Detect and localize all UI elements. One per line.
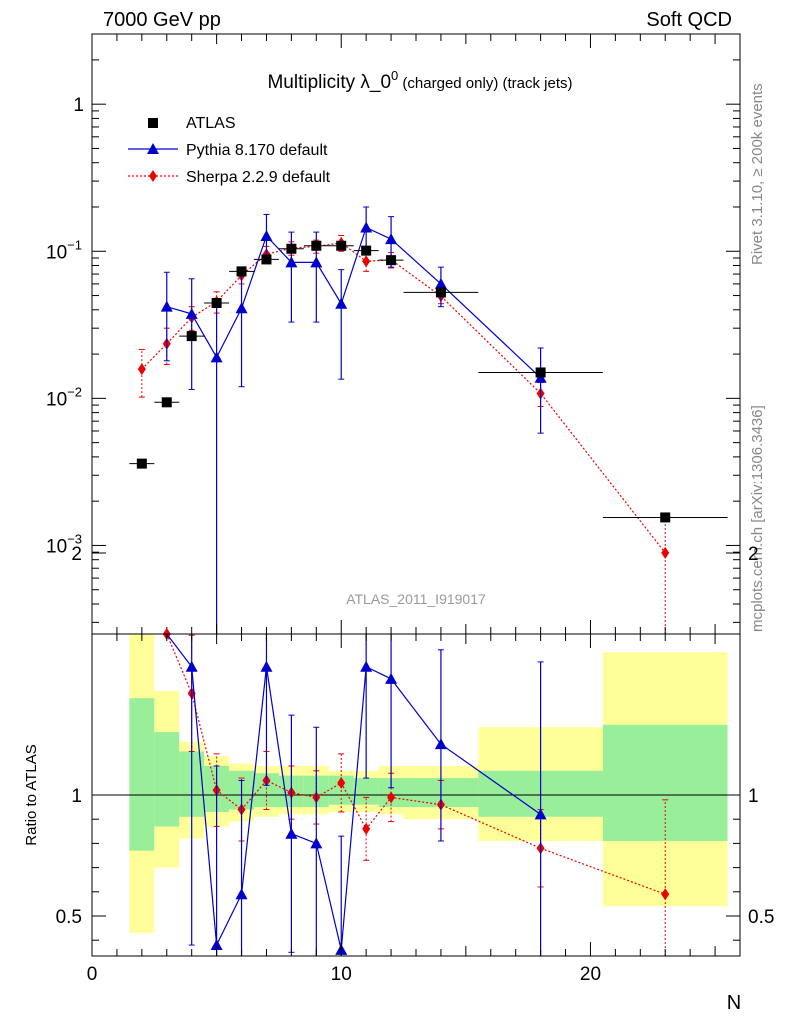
atlas-point (336, 240, 347, 251)
atlas-point (211, 297, 222, 308)
mcplots-label: mcplots.cern.ch [arXiv:1306.3436] (749, 405, 766, 632)
ratio-pythia-point (534, 808, 547, 820)
pythia-point (385, 233, 398, 245)
ratio-y-tick-label: 2 (71, 544, 82, 565)
ratio-sherpa-point (661, 888, 670, 901)
ratio-panel: 0.5 0.51 12 20 10 20 Ratio to ATLAS N (23, 544, 774, 1014)
pythia-point (235, 302, 248, 314)
energy-label: 7000 GeV pp (103, 9, 221, 31)
ratio-y-tick-label-right: 1 (748, 786, 759, 807)
legend-sherpa-label: Sherpa 2.2.9 default (186, 169, 331, 186)
atlas-point (186, 331, 197, 342)
ratio-pythia-point (360, 660, 373, 672)
pythia-point (160, 300, 173, 312)
atlas-point (535, 367, 546, 378)
legend-sherpa-marker (149, 170, 157, 182)
sherpa-series (137, 234, 670, 635)
atlas-point (660, 512, 671, 523)
atlas-point (435, 287, 446, 298)
ratio-band-inner (353, 778, 379, 805)
atlas-point (161, 397, 172, 408)
ratio-pythia-series (163, 633, 547, 956)
pythia-point (335, 297, 348, 309)
legend-atlas-label: ATLAS (186, 115, 236, 132)
ratio-pythia-point (210, 939, 223, 951)
ratio-pythia-point (285, 827, 298, 839)
analysis-id-label: ATLAS_2011_I919017 (346, 591, 486, 607)
pythia-series (160, 206, 547, 634)
category-label: Soft QCD (646, 9, 732, 31)
legend-pythia-label: Pythia 8.170 default (186, 142, 328, 159)
pythia-line (166, 226, 542, 379)
ratio-pythia-point (185, 660, 198, 672)
sherpa-line (141, 242, 666, 554)
y-tick-label: 10−1 (46, 237, 82, 263)
ratio-y-tick-label: 1 (71, 786, 82, 807)
ratio-ylabel: Ratio to ATLAS (23, 744, 40, 845)
sherpa-point (137, 363, 146, 376)
sherpa-point (362, 255, 371, 268)
pythia-point (285, 256, 298, 268)
ratio-sherpa-point (337, 776, 346, 789)
ratio-band-inner (129, 698, 155, 851)
x-tick-label: 20 (580, 964, 601, 985)
atlas-point (136, 458, 147, 469)
main-title: Multiplicity λ_00 (charged only) (track … (267, 68, 572, 93)
atlas-series (129, 240, 728, 523)
x-tick-label: 0 (87, 964, 98, 985)
ratio-pythia-point (260, 660, 273, 672)
atlas-point (236, 266, 247, 277)
ratio-pythia-line (166, 633, 541, 951)
atlas-point (386, 255, 397, 266)
pythia-point (310, 256, 323, 268)
ratio-band-inner (602, 724, 728, 841)
pythia-point (185, 307, 198, 319)
rivet-version-label: Rivet 3.1.10, ≥ 200k events (749, 83, 766, 265)
pythia-point (434, 277, 447, 289)
legend: ATLAS Pythia 8.170 default Sherpa 2.2.9 … (128, 115, 331, 186)
ratio-y-tick-label-right: 2 (748, 544, 759, 565)
ratio-y-tick-label-right: 0.5 (748, 907, 774, 928)
atlas-point (286, 243, 297, 254)
ratio-pythia-point (385, 672, 398, 684)
x-tick-label: 10 (331, 964, 352, 985)
sherpa-point (661, 546, 670, 559)
ratio-sherpa-point (362, 822, 371, 835)
ratio-pythia-point (310, 837, 323, 849)
legend-pythia-marker (147, 143, 159, 154)
pythia-point (210, 351, 223, 363)
pythia-point (260, 229, 273, 241)
y-tick-label: 10−2 (46, 384, 82, 410)
ratio-band-inner (154, 732, 180, 827)
atlas-point (261, 254, 272, 265)
ratio-pythia-point (434, 738, 447, 750)
x-axis-label: N (727, 992, 741, 1014)
ratio-y-tick-label: 0.5 (56, 907, 82, 928)
y-tick-label: 10−3 (46, 531, 82, 557)
legend-atlas-marker (148, 118, 158, 128)
ratio-pythia-point (235, 888, 248, 900)
ratio-sherpa-point (387, 791, 396, 804)
y-tick-label: 1 (73, 95, 84, 116)
atlas-point (361, 245, 372, 256)
main-panel: 10−3 10−2 10−1 1 Multiplicity λ_00 (charged… (46, 33, 741, 635)
pythia-point (360, 221, 373, 233)
atlas-point (311, 240, 322, 251)
